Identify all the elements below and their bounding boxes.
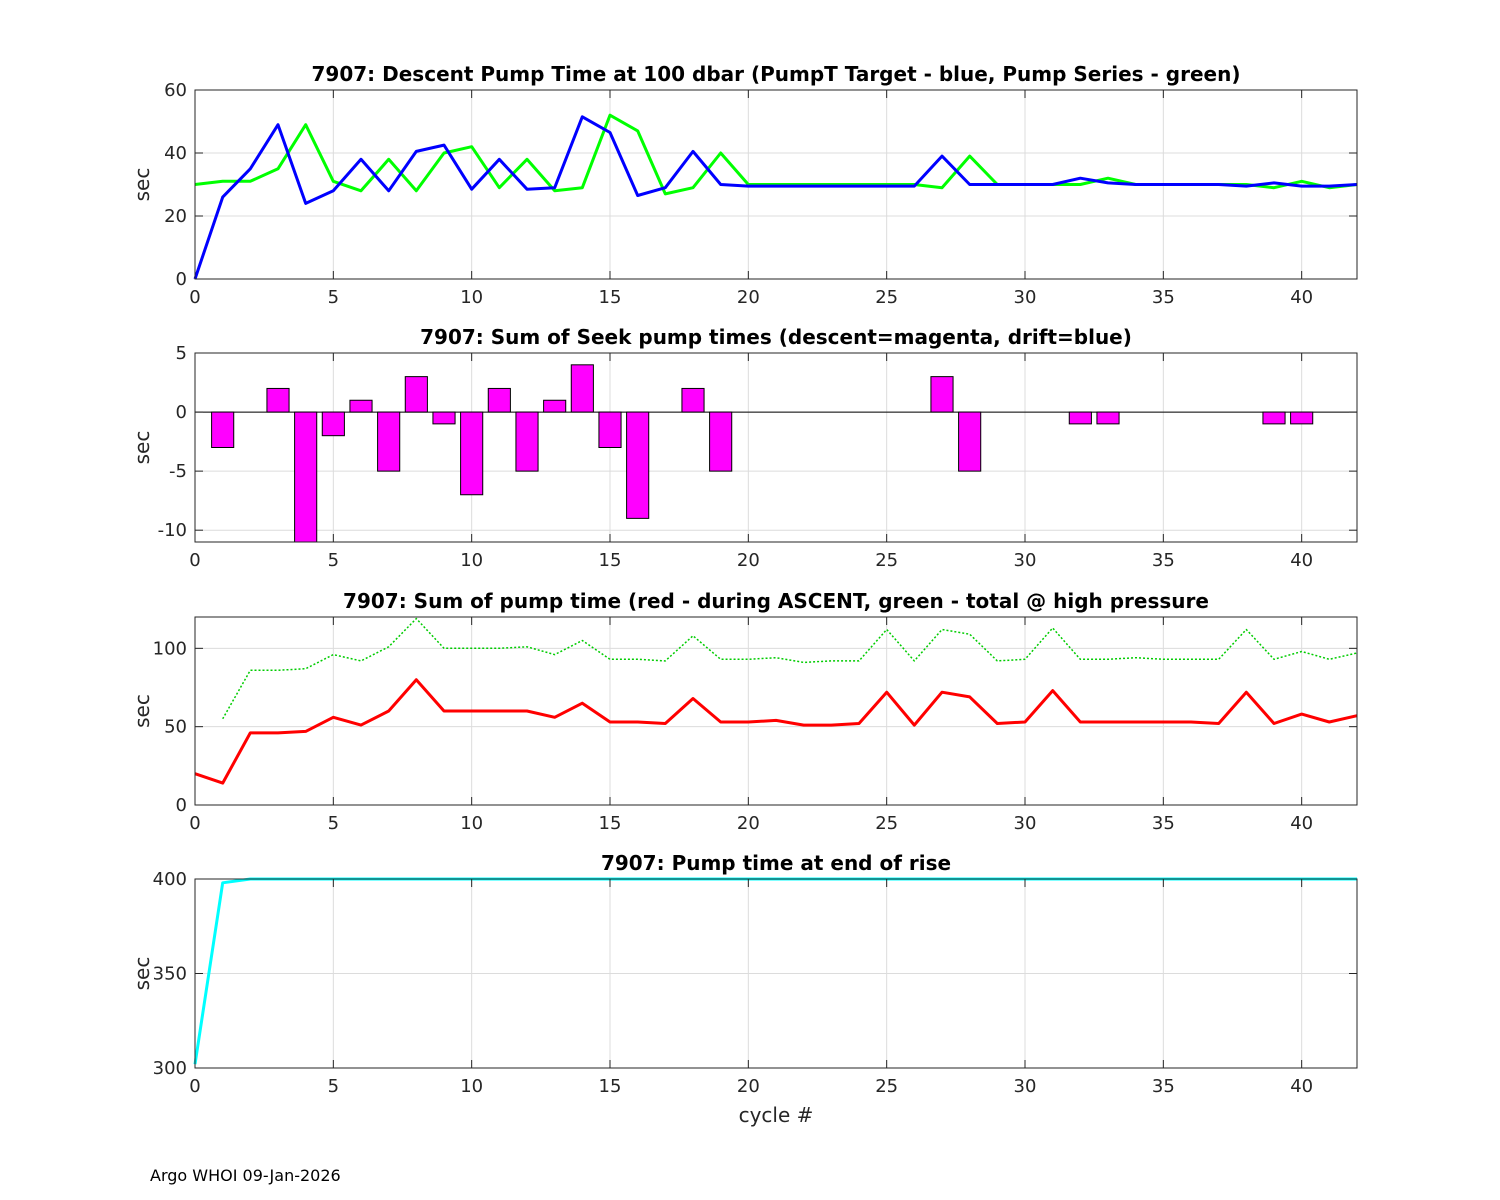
x-tick-label: 25 — [875, 1076, 898, 1097]
bar-cycle-12 — [515, 411, 539, 472]
y-tick-label: -10 — [158, 520, 187, 541]
x-tick-label: 10 — [460, 550, 483, 571]
bar-cycle-9 — [432, 411, 456, 425]
x-tick-label: 20 — [737, 1076, 760, 1097]
x-tick-label: 0 — [189, 813, 200, 834]
chart-panel-3: 0 5 10 15 20 25 30 35 40 0 50 100 7907: Sum of pump … — [130, 589, 1358, 834]
footer-credit: Argo WHOI 09-Jan-2026 — [150, 1166, 341, 1185]
bar-cycle-3 — [266, 387, 290, 413]
y-tick-label: 0 — [176, 795, 187, 816]
x-tick-label: 5 — [328, 813, 339, 834]
series-line-during-ascent — [194, 678, 1358, 785]
x-tick-label: 10 — [460, 813, 483, 834]
bar-cycle-5 — [321, 411, 345, 437]
chart-title: 7907: Descent Pump Time at 100 dbar (Pum… — [312, 62, 1241, 86]
bar-cycle-8 — [404, 376, 428, 413]
bar-cycle-7 — [377, 411, 401, 472]
x-tick-label: 40 — [1290, 813, 1313, 834]
x-axis-label: cycle # — [739, 1103, 814, 1127]
bar-cycle-14 — [570, 364, 594, 413]
y-axis-label: sec — [130, 431, 154, 465]
y-tick-label: 400 — [153, 869, 187, 890]
x-tick-label: 35 — [1152, 287, 1175, 308]
x-tick-label: 25 — [875, 287, 898, 308]
x-tick-label: 5 — [328, 287, 339, 308]
y-axis-label: sec — [130, 168, 154, 202]
y-tick-label: -5 — [169, 461, 187, 482]
y-tick-label: 0 — [176, 269, 187, 290]
bar-cycle-28 — [958, 411, 982, 472]
x-tick-label: 0 — [189, 287, 200, 308]
y-axis-label: sec — [130, 694, 154, 728]
bar-cycle-33 — [1096, 411, 1120, 425]
y-tick-label: 40 — [164, 143, 187, 164]
bar-cycle-27 — [930, 376, 954, 413]
chart-title: 7907: Sum of Seek pump times (descent=ma… — [420, 325, 1132, 349]
x-tick-label: 35 — [1152, 813, 1175, 834]
bar-cycle-18 — [681, 387, 705, 413]
y-tick-label: 60 — [164, 80, 187, 101]
x-tick-label: 15 — [599, 287, 622, 308]
x-tick-label: 5 — [328, 550, 339, 571]
x-tick-label: 10 — [460, 287, 483, 308]
bar-cycle-39 — [1262, 411, 1286, 425]
x-tick-label: 30 — [1014, 813, 1037, 834]
x-tick-label: 40 — [1290, 550, 1313, 571]
x-tick-label: 40 — [1290, 1076, 1313, 1097]
axes-box — [194, 89, 1358, 280]
x-tick-label: 35 — [1152, 1076, 1175, 1097]
bar-cycle-16 — [626, 411, 650, 519]
bar-cycle-6 — [349, 399, 373, 413]
y-tick-label: 350 — [153, 964, 187, 985]
y-tick-label: 100 — [153, 638, 187, 659]
chart-title: 7907: Pump time at end of rise — [601, 851, 951, 875]
plot-area — [195, 353, 1357, 542]
chart-panel-1: 0 5 10 15 20 25 30 35 40 0 20 40 60 7907: Descent Pum… — [130, 62, 1358, 308]
x-tick-label: 30 — [1014, 550, 1037, 571]
bar-cycle-32 — [1068, 411, 1092, 425]
bar-cycle-13 — [543, 399, 567, 413]
bar-cycle-15 — [598, 411, 622, 448]
y-tick-label: 20 — [164, 206, 187, 227]
x-tick-label: 20 — [737, 813, 760, 834]
x-tick-label: 0 — [189, 550, 200, 571]
x-tick-label: 30 — [1014, 1076, 1037, 1097]
x-tick-label: 5 — [328, 1076, 339, 1097]
x-tick-label: 20 — [737, 287, 760, 308]
bar-cycle-11 — [487, 387, 511, 413]
x-tick-label: 40 — [1290, 287, 1313, 308]
bar-cycle-1 — [211, 411, 235, 448]
x-tick-label: 0 — [189, 1076, 200, 1097]
x-tick-label: 15 — [599, 1076, 622, 1097]
bar-cycle-10 — [460, 411, 484, 496]
chart-title: 7907: Sum of pump time (red - during ASC… — [343, 589, 1209, 613]
x-tick-label: 25 — [875, 813, 898, 834]
y-tick-label: 300 — [153, 1058, 187, 1079]
x-tick-label: 15 — [599, 813, 622, 834]
bar-cycle-40 — [1290, 411, 1314, 425]
x-tick-label: 30 — [1014, 287, 1037, 308]
plot-area — [195, 617, 1357, 805]
y-tick-label: 50 — [164, 717, 187, 738]
y-tick-label: 0 — [176, 402, 187, 423]
bar-cycle-4 — [294, 411, 318, 543]
x-tick-label: 25 — [875, 550, 898, 571]
y-axis-label: sec — [130, 957, 154, 991]
x-tick-label: 10 — [460, 1076, 483, 1097]
bar-cycle-19 — [709, 411, 733, 472]
x-tick-label: 15 — [599, 550, 622, 571]
y-tick-label: 5 — [176, 343, 187, 364]
axes-box — [194, 616, 1358, 806]
series-line-pumpt-target — [193, 115, 1358, 280]
x-tick-label: 35 — [1152, 550, 1175, 571]
chart-panel-2: 0 5 10 15 20 25 30 35 40 -10 -5 0 5 7907: Sum of Seek… — [130, 325, 1358, 571]
series-line-total-high-pressure — [222, 617, 1358, 720]
axes-box — [194, 352, 1358, 543]
x-tick-label: 20 — [737, 550, 760, 571]
chart-panel-4: 0 5 10 15 20 25 30 35 40 300 350 400 7907: Pump time… — [130, 851, 1358, 1127]
